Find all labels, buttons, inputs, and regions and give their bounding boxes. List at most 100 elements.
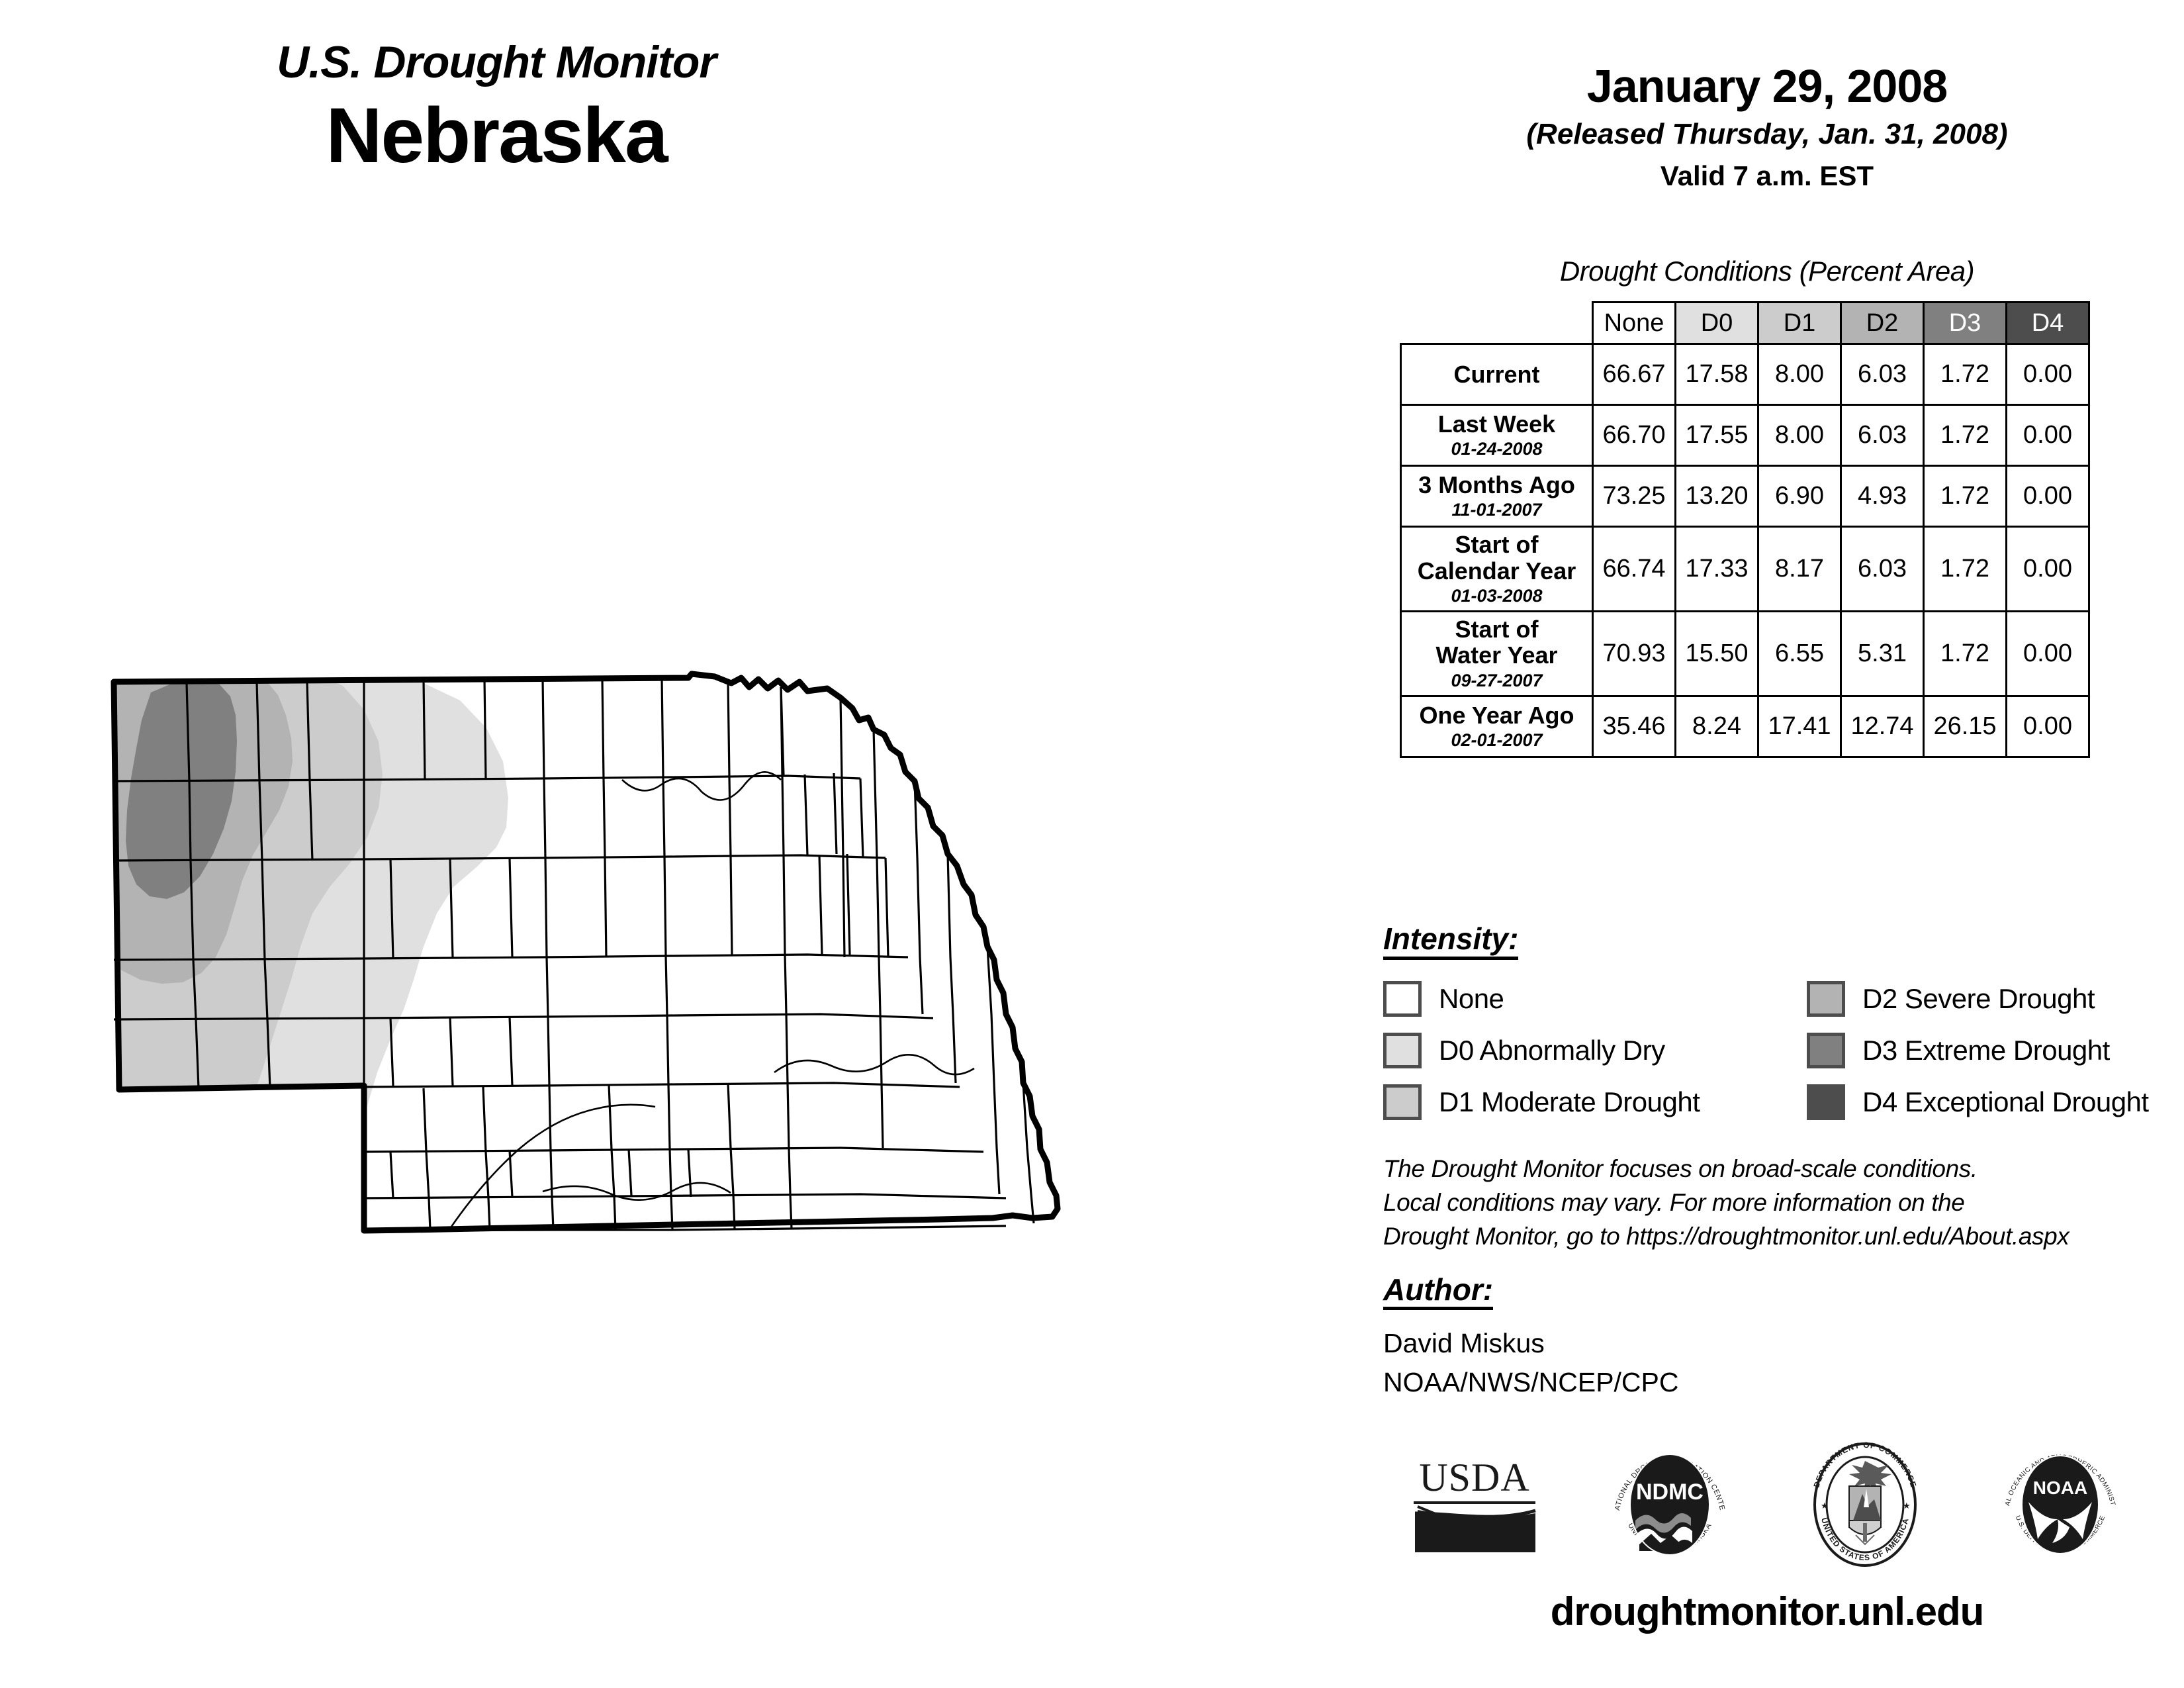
legend-item: D1 Moderate Drought [1383,1084,1807,1120]
legend-swatch [1807,1084,1845,1120]
table-row: Last Week 01-24-2008 66.70 17.55 8.00 6.03 1.7… [1400,404,2090,467]
table-cell-d3: 1.72 [1923,343,2007,406]
table-cell-d2: 6.03 [1840,526,1925,612]
table-row-label: 3 Months Ago 11-01-2007 [1400,465,1594,528]
legend-swatch [1807,981,1845,1017]
date-block: January 29, 2008 (Released Thursday, Jan… [1377,63,2158,190]
table-cell-d0: 15.50 [1674,610,1759,697]
legend-item: D4 Exceptional Drought [1807,1084,2158,1120]
table-cell-d4: 0.00 [2005,465,2090,528]
table-body: Current 66.67 17.58 8.00 6.03 1.72 0.00 Last We… [1400,343,2090,758]
table-cell-d0: 17.33 [1674,526,1759,612]
doc-logo: DEPARTMENT OF COMMERCE UNITED STATES OF … [1799,1438,1931,1574]
table-col-header-d3: D3 [1923,301,2007,345]
table-cell-d0: 13.20 [1674,465,1759,528]
table-row: 3 Months Ago 11-01-2007 73.25 13.20 6.90 4.93… [1400,465,2090,528]
issue-date: January 29, 2008 [1586,60,1948,112]
legend-item: D2 Severe Drought [1807,981,2158,1017]
table-row: Start of Calendar Year 01-03-2008 66.74 17.3… [1400,526,2090,612]
author-title: Author: [1383,1274,1494,1310]
table-cell-d2: 5.31 [1840,610,1925,697]
legend-label: D2 Severe Drought [1862,983,2095,1014]
legend-swatch [1383,981,1422,1017]
drought-intensity-layers [114,674,1058,1231]
table-cell-d1: 6.90 [1757,465,1842,528]
table-row: Current 66.67 17.58 8.00 6.03 1.72 0.00 [1400,343,2090,406]
svg-text:NOAA: NOAA [2032,1477,2087,1498]
table-cell-d1: 8.00 [1757,343,1842,406]
table-cell-d1: 17.41 [1757,694,1842,758]
intensity-legend: None D2 Severe Drought D0 Abnormally Dry D3… [1383,973,2158,1128]
table-row-date: 01-03-2008 [1451,586,1543,606]
table-cell-d1: 6.55 [1757,610,1842,697]
table-cell-none: 70.93 [1592,610,1676,697]
title-block: U.S. Drought Monitor Nebraska [0,40,993,175]
table-cell-d4: 0.00 [2005,343,2090,406]
table-col-header-d2: D2 [1840,301,1925,345]
legend-swatch [1383,1033,1422,1068]
state-outline [111,671,1061,1234]
table-corner-cell [1401,303,1593,344]
disclaimer-line-2: Local conditions may vary. For more info… [1383,1189,1965,1217]
table-cell-d0: 17.58 [1674,343,1759,406]
table-row-label: Start of Calendar Year 01-03-2008 [1400,526,1594,612]
table-row: One Year Ago 02-01-2007 35.46 8.24 17.41 12.7… [1400,694,2090,758]
table-row-date: 09-27-2007 [1451,671,1543,691]
table-cell-d3: 26.15 [1923,694,2007,758]
table-row-date: 02-01-2007 [1451,730,1543,751]
table-cell-d4: 0.00 [2005,526,2090,612]
legend-swatch [1383,1084,1422,1120]
disclaimer-text: The Drought Monitor focuses on broad-sca… [1383,1152,2177,1253]
table-cell-none: 73.25 [1592,465,1676,528]
county-boundaries [113,677,1035,1232]
valid-time: Valid 7 a.m. EST [1660,160,1874,191]
table-cell-d1: 8.00 [1757,404,1842,467]
logo-row: USDA NATIONAL DROUGHT MITIGATION CENTER … [1377,1432,2158,1574]
svg-text:★: ★ [1903,1501,1911,1511]
table-cell-d4: 0.00 [2005,404,2090,467]
table-row-label: Start of Water Year 09-27-2007 [1400,610,1594,697]
table-row-label: Current [1400,343,1594,406]
table-row-label: Last Week 01-24-2008 [1400,404,1594,467]
drought-region-d3 [126,678,237,899]
legend-label: D0 Abnormally Dry [1439,1035,1665,1066]
site-url: droughtmonitor.unl.edu [1550,1589,1985,1634]
table-row-date: 01-24-2008 [1451,439,1543,459]
table-cell-d3: 1.72 [1923,404,2007,467]
disclaimer-line-3: Drought Monitor, go to https://droughtmo… [1383,1223,2070,1250]
author-affiliation: NOAA/NWS/NCEP/CPC [1383,1367,1679,1398]
legend-item: D3 Extreme Drought [1807,1033,2158,1068]
legend-label: None [1439,983,1504,1014]
table-cell-d0: 17.55 [1674,404,1759,467]
svg-text:USDA: USDA [1419,1456,1529,1499]
table-cell-d2: 6.03 [1840,404,1925,467]
legend-label: D1 Moderate Drought [1439,1086,1700,1117]
legend-swatch [1807,1033,1845,1068]
table-cell-none: 66.70 [1592,404,1676,467]
table-cell-d3: 1.72 [1923,465,2007,528]
nebraska-drought-map [79,649,1337,1258]
disclaimer-line-1: The Drought Monitor focuses on broad-sca… [1383,1155,1978,1182]
page-title: U.S. Drought Monitor [277,37,717,87]
table-cell-d2: 6.03 [1840,343,1925,406]
svg-text:NDMC: NDMC [1636,1479,1704,1505]
table-row: Start of Water Year 09-27-2007 70.93 15.50 6.… [1400,610,2090,697]
table-cell-none: 35.46 [1592,694,1676,758]
table-row-date: 11-01-2007 [1451,500,1542,520]
released-date: (Released Thursday, Jan. 31, 2008) [1526,118,2008,150]
table-cell-d1: 8.17 [1757,526,1842,612]
table-cell-d3: 1.72 [1923,526,2007,612]
table-cell-none: 66.74 [1592,526,1676,612]
table-cell-d4: 0.00 [2005,694,2090,758]
legend-label: D4 Exceptional Drought [1862,1086,2149,1117]
table-cell-d4: 0.00 [2005,610,2090,697]
table-header: None D0 D1 D2 D3 D4 [1401,301,2090,345]
table-col-header-d4: D4 [2005,301,2090,345]
legend-item: None [1383,981,1807,1017]
author-name: David Miskus [1383,1328,1545,1358]
table-cell-d2: 12.74 [1840,694,1925,758]
state-title: Nebraska [326,92,668,179]
drought-conditions-table: None D0 D1 D2 D3 D4 Current 66.67 17.58 8.00 6.03… [1400,301,2090,758]
legend-label: D3 Extreme Drought [1862,1035,2110,1066]
table-caption: Drought Conditions (Percent Area) [1559,256,1975,287]
